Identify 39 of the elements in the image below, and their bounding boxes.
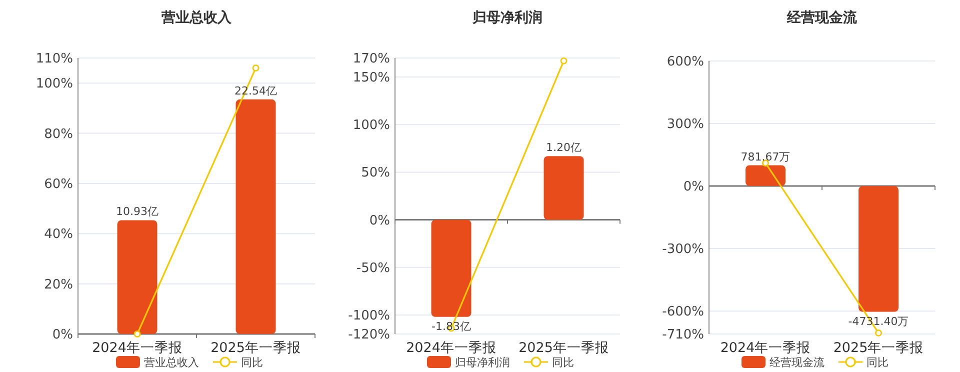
y-tick-label: 40% — [44, 227, 73, 242]
legend-label: 归母净利润 — [455, 356, 510, 369]
legend-label: 经营现金流 — [770, 356, 824, 369]
y-tick-label: -50% — [356, 260, 390, 276]
chart-title: 归母净利润 — [472, 9, 542, 26]
y-tick-label: 60% — [44, 176, 73, 192]
legend-label: 同比 — [866, 356, 888, 369]
y-tick-label: 50% — [361, 166, 390, 181]
y-tick-label: 0% — [369, 213, 390, 228]
data-label: 1.20亿 — [546, 141, 582, 154]
chart-title: 经营现金流 — [786, 9, 858, 26]
legend-label: 同比 — [552, 356, 574, 369]
x-tick-label: 2024年一季报 — [406, 340, 496, 356]
y-tick-label: 600% — [666, 54, 704, 70]
y-tick-label: 100% — [352, 118, 390, 134]
y-tick-label: 100% — [36, 76, 73, 92]
y-tick-label: 0% — [52, 328, 73, 342]
y-tick-label: 80% — [44, 126, 73, 142]
y-tick-label: -300% — [662, 242, 704, 258]
y-tick-label: -600% — [662, 304, 704, 320]
y-tick-label: -100% — [348, 308, 390, 324]
data-label: 781.67万 — [740, 150, 790, 164]
x-tick-label: 2025年一季报 — [833, 340, 924, 356]
x-tick-label: 2024年一季报 — [92, 340, 182, 356]
y-tick-label: 150% — [352, 70, 390, 86]
y-tick-label: 110% — [36, 52, 73, 66]
y-tick-label: 300% — [666, 117, 704, 132]
y-tick-label: 20% — [44, 277, 73, 292]
y-tick-label: 170% — [352, 52, 390, 66]
x-tick-label: 2024年一季报 — [720, 340, 811, 356]
y-tick-label: 0% — [683, 180, 704, 195]
y-tick-label: -710% — [662, 328, 704, 342]
legend-label: 同比 — [241, 356, 263, 369]
x-tick-label: 2025年一季报 — [210, 340, 301, 356]
x-tick-label: 2025年一季报 — [518, 340, 609, 356]
legend-label: 营业总收入 — [144, 356, 199, 369]
data-label: 10.93亿 — [116, 205, 158, 218]
chart-title: 营业总收入 — [160, 10, 232, 26]
y-tick-label: -120% — [348, 328, 390, 342]
